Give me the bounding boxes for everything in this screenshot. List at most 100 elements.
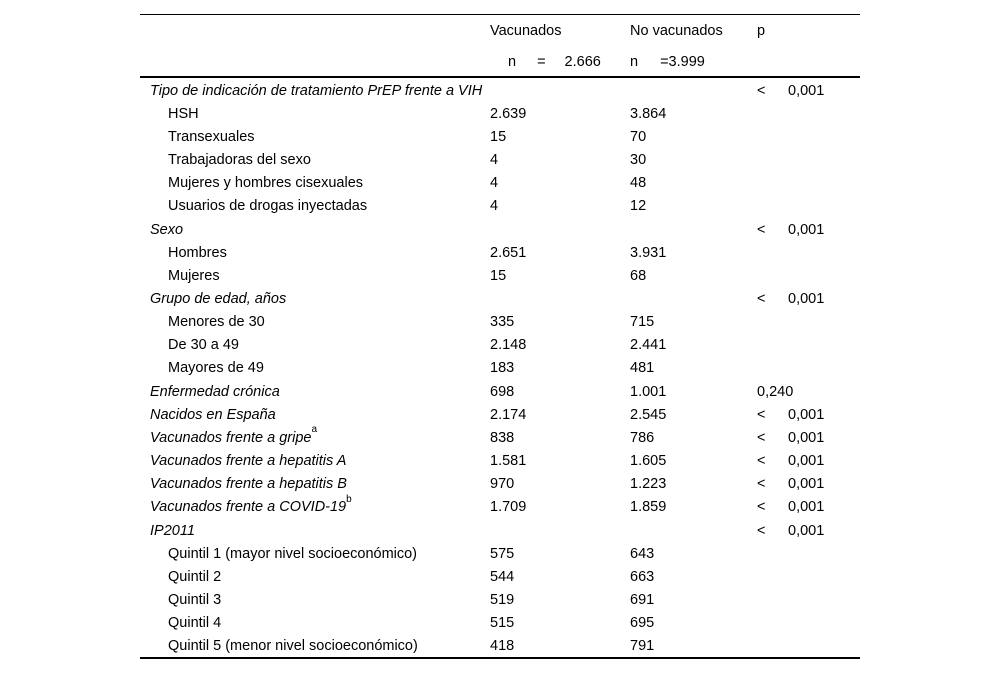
table-row: Quintil 5 (menor nivel socioeconómico) 41…: [140, 635, 860, 658]
row-label: Quintil 3: [168, 592, 222, 609]
no-vacunados-value: 643: [630, 545, 655, 562]
table-row: Vacunados frente a hepatitis B 970 1.223 <0…: [140, 473, 860, 496]
vacunados-value: 4: [490, 198, 499, 215]
n-label: n: [508, 54, 517, 70]
table-row: Transexuales 15 70: [140, 125, 860, 148]
p-value: <0,001: [757, 453, 860, 469]
no-vacunados-value: 481: [630, 360, 655, 377]
table-row: HSH 2.639 3.864: [140, 102, 860, 125]
vacunados-value: 15: [490, 267, 507, 284]
vacunados-value: 519: [490, 592, 515, 609]
p-number: 0,001: [788, 290, 825, 307]
row-label: Hombres: [168, 244, 227, 261]
no-vacunados-value: 1.605: [630, 453, 667, 470]
no-vacunados-value: 3.864: [630, 105, 667, 122]
header-p: p: [757, 23, 766, 39]
header-empty-cell: [140, 23, 490, 39]
table-row: Tipo de indicación de tratamiento PrEP f…: [140, 79, 860, 102]
row-label: Vacunados frente a COVID-19b: [150, 493, 352, 516]
table-row: Mujeres 15 68: [140, 264, 860, 287]
vacunados-value: 15: [490, 128, 507, 145]
vacunados-value: 2.639: [490, 105, 527, 122]
header-vacunados: Vacunados: [490, 23, 562, 39]
statistics-table: Vacunados No vacunados p n = 2.666 n =3.999…: [140, 0, 860, 676]
footnote-marker: a: [311, 424, 318, 436]
less-than-sign: <: [757, 290, 766, 307]
vacunados-n-count: n = 2.666: [490, 54, 630, 70]
table-row: De 30 a 49 2.148 2.441: [140, 334, 860, 357]
table-bottom-rule: [140, 657, 860, 659]
row-label: Vacunados frente a gripea: [150, 424, 318, 446]
no-vacunados-value: 786: [630, 429, 655, 446]
p-number: 0,240: [757, 383, 794, 400]
p-value: <0,001: [757, 407, 860, 423]
p-number: 0,001: [788, 499, 825, 516]
no-vacunados-value: 68: [630, 267, 647, 284]
less-than-sign: <: [757, 406, 766, 423]
no-vacunados-value: 3.931: [630, 244, 667, 261]
less-than-sign: <: [757, 522, 766, 539]
table-row: Grupo de edad, años <0,001: [140, 287, 860, 310]
p-value: 0,240: [757, 384, 860, 400]
row-label: Enfermedad crónica: [150, 383, 280, 400]
row-label: Menores de 30: [168, 314, 265, 331]
vacunados-value: 1.709: [490, 499, 527, 516]
table-row: Hombres 2.651 3.931: [140, 241, 860, 264]
subheader-empty-cell: [140, 54, 490, 70]
p-value: <0,001: [757, 499, 860, 515]
table-row: Usuarios de drogas inyectadas 4 12: [140, 195, 860, 218]
less-than-sign: <: [757, 82, 766, 99]
row-label: Sexo: [150, 221, 184, 238]
table-row: Vacunados frente a hepatitis A 1.581 1.605…: [140, 450, 860, 473]
vacunados-value: 698: [490, 383, 515, 400]
no-vacunados-value: 1.859: [630, 499, 667, 516]
no-vacunados-value: 791: [630, 638, 655, 655]
row-label: HSH: [168, 105, 199, 122]
table-subheader-row: n = 2.666 n =3.999: [140, 54, 860, 70]
table-row: Quintil 2 544 663: [140, 565, 860, 588]
no-vacunados-value: 695: [630, 615, 655, 632]
no-vacunados-value: 12: [630, 198, 647, 215]
row-label: Quintil 2: [168, 568, 222, 585]
no-vacunados-value: 2.441: [630, 337, 667, 354]
table-row: Mujeres y hombres cisexuales 4 48: [140, 172, 860, 195]
p-value: <0,001: [757, 83, 860, 99]
row-label: Vacunados frente a hepatitis B: [150, 476, 347, 493]
vacunados-value: 2.651: [490, 244, 527, 261]
no-vacunados-value: 1.001: [630, 383, 667, 400]
p-number: 0,001: [788, 429, 825, 446]
row-label: IP2011: [150, 522, 195, 539]
table-row: Mayores de 49 183 481: [140, 357, 860, 380]
no-vacunados-value: 691: [630, 592, 655, 609]
row-label: Mujeres y hombres cisexuales: [168, 175, 364, 192]
table-header-row: Vacunados No vacunados p: [140, 23, 860, 39]
no-vacunados-value: 1.223: [630, 476, 667, 493]
table-row: Quintil 4 515 695: [140, 612, 860, 635]
row-label: Usuarios de drogas inyectadas: [168, 198, 368, 215]
equals-sign: =: [660, 54, 669, 70]
row-label: Mujeres: [168, 267, 220, 284]
table-top-rule: [140, 14, 860, 16]
row-label: Quintil 4: [168, 615, 222, 632]
p-number: 0,001: [788, 221, 825, 238]
no-vacunados-value: 2.545: [630, 406, 667, 423]
vacunados-value: 4: [490, 175, 499, 192]
no-vacunados-value: 48: [630, 175, 647, 192]
row-label: Trabajadoras del sexo: [168, 152, 311, 169]
table-row: Quintil 1 (mayor nivel socioeconómico) 57…: [140, 542, 860, 565]
row-label: Mayores de 49: [168, 360, 264, 377]
no-vacunados-value: 663: [630, 568, 655, 585]
no-vacunados-value: 70: [630, 128, 647, 145]
vacunados-value: 335: [490, 314, 515, 331]
vacunados-value: 838: [490, 429, 515, 446]
footnote-marker: b: [346, 493, 352, 505]
vacunados-value: 2.174: [490, 406, 527, 423]
vacunados-value: 4: [490, 152, 499, 169]
vacunados-value: 544: [490, 568, 515, 585]
vacunados-value: 515: [490, 615, 515, 632]
vacunados-value: 418: [490, 638, 515, 655]
p-number: 0,001: [788, 406, 825, 423]
no-vacunados-value: 715: [630, 314, 655, 331]
row-label: Vacunados frente a hepatitis A: [150, 453, 347, 470]
vacunados-value: 183: [490, 360, 515, 377]
